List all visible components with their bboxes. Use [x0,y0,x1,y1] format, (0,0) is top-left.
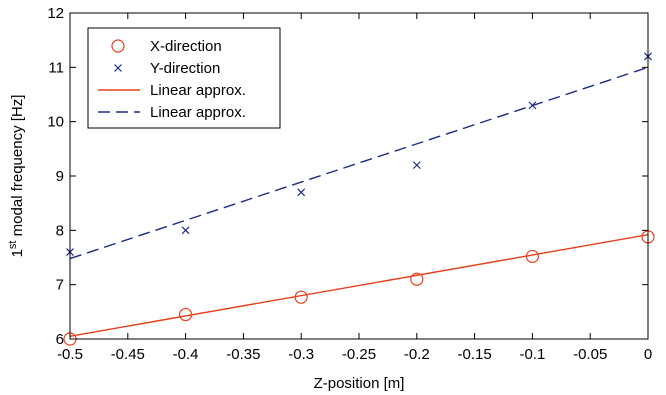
y-tick-label: 8 [56,222,64,239]
axes [69,12,649,340]
y-direction-point [528,101,537,110]
x-tick-label: 0 [644,346,652,363]
x-axis-label: Z-position [m] [314,375,405,392]
y-direction-point [297,188,306,197]
x-direction-point [410,272,424,286]
y-direction-point [412,161,421,170]
legend-label: Linear approx. [150,82,246,99]
y-axis-label-base: 1 [9,249,26,257]
x-tick-label: -0.5 [57,346,83,363]
x-direction-point [294,290,308,304]
y-axis-label-superscript: st [7,241,19,250]
y-axis-label-rest: modal frequency [Hz] [9,95,26,241]
legend-label: X-direction [150,38,222,55]
x-tick-label: -0.2 [404,346,430,363]
series-2-line [69,233,649,337]
y-axis-label: 1st modal frequency [Hz] [7,95,26,258]
y-tick-label: 10 [47,114,64,131]
y-direction-point-stroke [528,101,537,110]
x-direction-point [179,307,193,322]
tick-labels: -0.5 -0.45 -0.4 -0.35 -0.3 -0.25 -0.2 -0.15 -0.1… [47,5,652,363]
legend-symbol-circle [111,39,125,53]
x-tick-label: -0.05 [573,346,607,363]
legend-label: Linear approx. [150,104,246,121]
x-tick-label: -0.1 [519,346,545,363]
x-tick-label: -0.35 [226,346,260,363]
y-tick-label: 7 [56,277,64,294]
y-tick-label: 6 [56,331,64,348]
y-tick-label: 9 [56,168,64,185]
y-tick-label: 11 [48,59,64,76]
y-direction-point-stroke [181,226,190,235]
legend: X-direction Y-direction Linear approx. Line… [87,27,281,129]
x-direction-point [525,249,540,264]
legend-label: Y-direction [150,60,220,77]
x-tick-label: -0.45 [111,346,145,363]
x-tick-label: -0.3 [288,346,314,363]
x-tick-label: -0.25 [342,346,376,363]
y-direction-point-stroke [412,161,421,170]
x-tick-label: -0.4 [173,346,199,363]
legend-symbol-x [114,64,122,72]
y-direction-point-stroke [297,188,306,197]
x-tick-label: -0.15 [457,346,491,363]
y-tick-label: 12 [47,5,64,22]
y-direction-point [181,226,190,235]
series-3-line [69,66,649,260]
